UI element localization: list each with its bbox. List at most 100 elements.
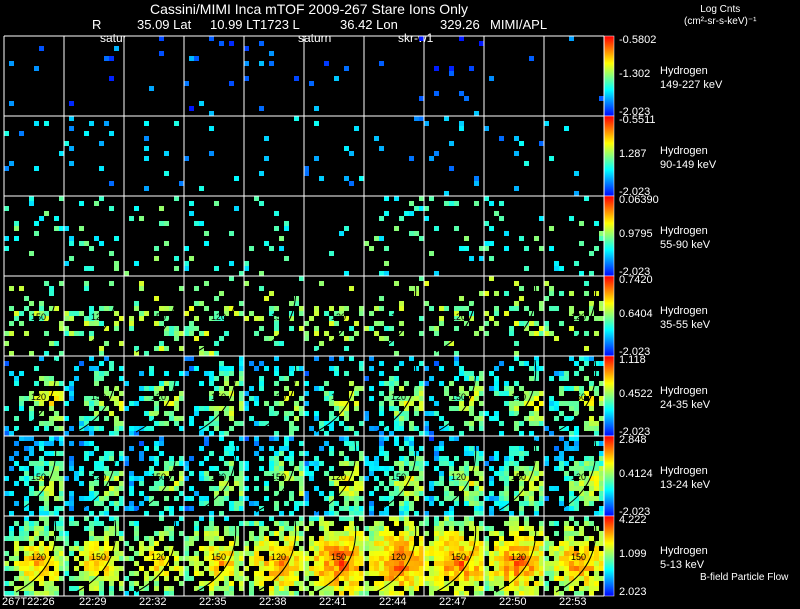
heatmap-cell	[94, 581, 99, 586]
heatmap-cell	[594, 291, 599, 296]
heatmap-cell	[49, 546, 54, 551]
heatmap-cell	[189, 356, 194, 361]
heatmap-cell	[234, 456, 239, 461]
heatmap-cell	[379, 446, 384, 451]
colorbar-segment	[604, 179, 614, 180]
heatmap-cell	[209, 556, 214, 561]
heatmap-cell	[469, 526, 474, 531]
heatmap-cell	[489, 276, 494, 281]
heatmap-cell	[484, 241, 489, 246]
heatmap-cell	[474, 546, 479, 551]
heatmap-cell	[334, 546, 339, 551]
colorbar-segment	[604, 462, 614, 463]
heatmap-cell	[544, 561, 549, 566]
heatmap-cell	[244, 541, 249, 546]
colorbar-segment	[604, 467, 614, 468]
heatmap-cell	[479, 486, 484, 491]
heatmap-cell	[319, 556, 324, 561]
heatmap-cell	[164, 171, 169, 176]
heatmap-cell	[39, 516, 44, 521]
heatmap-cell	[179, 461, 184, 466]
heatmap-cell	[239, 461, 244, 466]
heatmap-cell	[589, 401, 594, 406]
heatmap-cell	[174, 401, 179, 406]
heatmap-cell	[49, 571, 54, 576]
heatmap-cell	[304, 571, 309, 576]
heatmap-cell	[579, 366, 584, 371]
heatmap-cell	[329, 541, 334, 546]
heatmap-cell	[69, 116, 74, 121]
heatmap-cell	[479, 571, 484, 576]
heatmap-cell	[329, 421, 334, 426]
colorbar-segment	[604, 92, 614, 93]
heatmap-cell	[469, 581, 474, 586]
heatmap-cell	[459, 586, 464, 591]
heatmap-cell	[559, 401, 564, 406]
heatmap-cell	[209, 381, 214, 386]
heatmap-cell	[584, 421, 589, 426]
heatmap-cell	[564, 576, 569, 581]
heatmap-cell	[324, 531, 329, 536]
heatmap-cell	[254, 521, 259, 526]
heatmap-cell	[39, 311, 44, 316]
heatmap-cell	[579, 541, 584, 546]
heatmap-cell	[549, 546, 554, 551]
heatmap-cell	[144, 351, 149, 356]
heatmap-cell	[369, 356, 374, 361]
heatmap-cell	[384, 396, 389, 401]
heatmap-cell	[439, 536, 444, 541]
colorbar-segment	[604, 50, 614, 51]
colorbar-segment	[604, 593, 614, 594]
colorbar-units: Log Cnts (cm²-sr-s-keV)⁻¹	[684, 4, 756, 28]
colorbar-segment	[604, 317, 614, 318]
heatmap-cell	[144, 411, 149, 416]
heatmap-cell	[454, 556, 459, 561]
heatmap-cell	[269, 571, 274, 576]
colorbar-segment	[604, 232, 614, 233]
heatmap-cell	[54, 341, 59, 346]
heatmap-cell	[159, 441, 164, 446]
heatmap-cell	[69, 316, 74, 321]
heatmap-cell	[284, 376, 289, 381]
heatmap-cell	[389, 516, 394, 521]
heatmap-cell	[339, 306, 344, 311]
heatmap-cell	[494, 376, 499, 381]
heatmap-cell	[259, 421, 264, 426]
heatmap-cell	[564, 446, 569, 451]
colorbar-segment	[604, 85, 614, 86]
heatmap-cell	[34, 311, 39, 316]
colorbar-segment	[604, 354, 614, 355]
heatmap-cell	[264, 336, 269, 341]
heatmap-cell	[454, 376, 459, 381]
heatmap-cell	[64, 331, 69, 336]
heatmap-cell	[109, 476, 114, 481]
heatmap-cell	[89, 546, 94, 551]
colorbar-segment	[604, 413, 614, 414]
heatmap-cell	[334, 531, 339, 536]
heatmap-cell	[94, 236, 99, 241]
colorbar-segment	[604, 96, 614, 97]
contour-label: 150	[571, 552, 586, 562]
heatmap-cell	[229, 581, 234, 586]
heatmap-cell	[39, 526, 44, 531]
heatmap-cell	[89, 431, 94, 436]
heatmap-cell	[309, 566, 314, 571]
heatmap-cell	[424, 381, 429, 386]
heatmap-cell	[89, 311, 94, 316]
colorbar-segment	[604, 269, 614, 270]
heatmap-cell	[59, 531, 64, 536]
colorbar-segment	[604, 49, 614, 50]
heatmap-cell	[14, 591, 19, 596]
colorbar-segment	[604, 464, 614, 465]
heatmap-cell	[589, 416, 594, 421]
heatmap-cell	[259, 526, 264, 531]
colorbar-segment	[604, 41, 614, 42]
heatmap-cell	[24, 556, 29, 561]
heatmap-cell	[514, 576, 519, 581]
heatmap-cell	[399, 506, 404, 511]
heatmap-cell	[349, 566, 354, 571]
heatmap-cell	[529, 566, 534, 571]
heatmap-cell	[134, 561, 139, 566]
heatmap-cell	[124, 381, 129, 386]
heatmap-cell	[474, 496, 479, 501]
